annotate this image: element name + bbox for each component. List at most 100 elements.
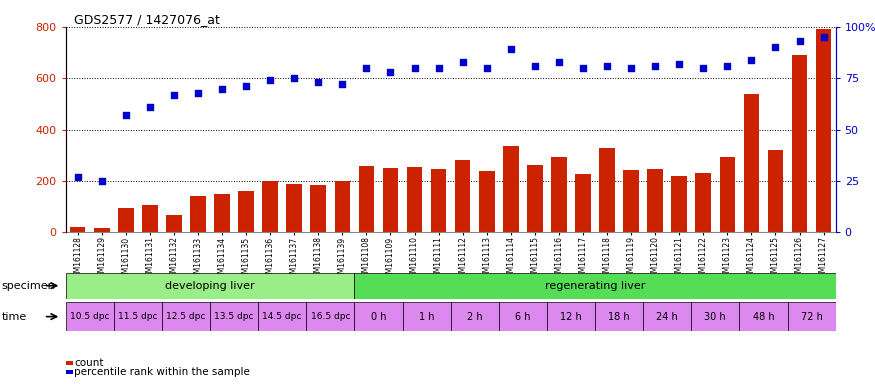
Bar (354, 302, 402, 331)
Bar (455, 160, 471, 232)
Point (793, 38, 807, 44)
Bar (354, 273, 836, 299)
Point (720, 63, 734, 69)
Point (263, 77, 277, 83)
Bar (238, 191, 254, 232)
Bar (648, 169, 663, 232)
Bar (306, 302, 354, 331)
Bar (214, 194, 230, 232)
Point (383, 69, 397, 75)
Point (768, 44, 782, 50)
Bar (142, 205, 158, 232)
Bar (479, 171, 494, 232)
Point (600, 63, 614, 69)
Bar (599, 148, 615, 232)
Bar (792, 55, 808, 232)
Text: 48 h: 48 h (752, 311, 774, 322)
Text: time: time (2, 311, 27, 322)
Bar (767, 150, 783, 232)
Bar (262, 181, 278, 232)
Bar (547, 302, 595, 331)
Point (287, 75, 301, 81)
Point (480, 65, 494, 71)
Bar (671, 176, 687, 232)
Bar (739, 302, 788, 331)
Bar (696, 173, 711, 232)
Point (408, 65, 422, 71)
Point (672, 61, 686, 67)
Bar (359, 166, 374, 232)
Text: regenerating liver: regenerating liver (545, 281, 645, 291)
Point (312, 79, 326, 85)
Text: 24 h: 24 h (656, 311, 678, 322)
Point (239, 83, 253, 89)
Point (624, 65, 638, 71)
Bar (788, 302, 836, 331)
Text: 14.5 dpc: 14.5 dpc (262, 312, 302, 321)
Text: percentile rank within the sample: percentile rank within the sample (74, 367, 250, 377)
Bar (816, 30, 831, 232)
Text: GDS2577 / 1427076_at: GDS2577 / 1427076_at (74, 13, 220, 26)
Point (528, 63, 542, 69)
Point (167, 92, 181, 98)
Text: 12 h: 12 h (560, 311, 582, 322)
Bar (551, 157, 567, 232)
Point (816, 34, 830, 40)
Bar (114, 302, 162, 331)
Text: 12.5 dpc: 12.5 dpc (166, 312, 206, 321)
Point (143, 104, 157, 110)
Bar (407, 167, 423, 232)
Point (552, 59, 566, 65)
Text: 30 h: 30 h (704, 311, 726, 322)
Point (94, 178, 108, 184)
Bar (66, 302, 114, 331)
Bar (719, 157, 735, 232)
Bar (402, 302, 451, 331)
Bar (334, 182, 350, 232)
Text: 16.5 dpc: 16.5 dpc (311, 312, 350, 321)
Bar (382, 167, 398, 232)
Point (215, 85, 229, 91)
Point (71, 174, 85, 180)
Text: 6 h: 6 h (515, 311, 530, 322)
Bar (94, 228, 109, 232)
Point (456, 59, 470, 65)
Bar (451, 302, 499, 331)
Text: developing liver: developing liver (165, 281, 255, 291)
Point (745, 57, 759, 63)
Point (648, 63, 662, 69)
Text: 2 h: 2 h (467, 311, 482, 322)
Text: specimen: specimen (2, 281, 55, 291)
Bar (503, 146, 519, 232)
Bar (643, 302, 691, 331)
Point (504, 46, 518, 53)
Point (335, 81, 349, 88)
Bar (190, 196, 206, 232)
Text: 11.5 dpc: 11.5 dpc (118, 312, 158, 321)
Text: count: count (74, 358, 103, 368)
Bar (118, 208, 134, 232)
Bar (430, 169, 446, 232)
Point (360, 65, 374, 71)
Bar (286, 184, 302, 232)
Text: 72 h: 72 h (801, 311, 822, 322)
Bar (744, 94, 760, 232)
Text: 10.5 dpc: 10.5 dpc (70, 312, 109, 321)
Bar (499, 302, 547, 331)
Text: 18 h: 18 h (608, 311, 630, 322)
Bar (595, 302, 643, 331)
Bar (575, 174, 591, 232)
Text: 1 h: 1 h (419, 311, 434, 322)
Point (576, 65, 590, 71)
Text: 0 h: 0 h (371, 311, 386, 322)
Point (191, 89, 205, 96)
Bar (166, 215, 182, 232)
Bar (162, 302, 210, 331)
Text: 13.5 dpc: 13.5 dpc (214, 312, 254, 321)
Bar (311, 185, 326, 232)
Bar (210, 302, 258, 331)
Point (119, 112, 133, 118)
Bar (623, 170, 639, 232)
Point (696, 65, 710, 71)
Point (431, 65, 445, 71)
